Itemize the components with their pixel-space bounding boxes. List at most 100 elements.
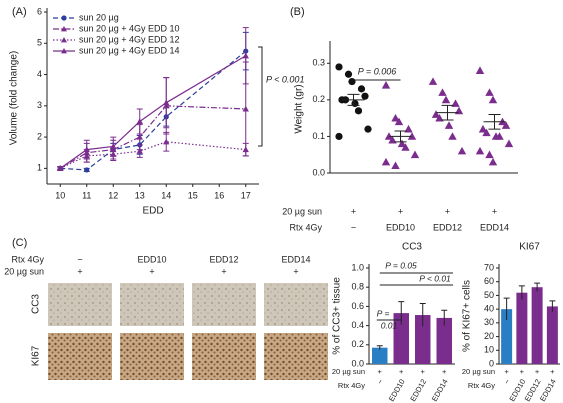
marker: [354, 107, 363, 115]
x-sub-label: +: [445, 206, 450, 216]
series-line: [59, 55, 247, 169]
x-tick-label: −: [502, 377, 512, 386]
marker: [495, 132, 504, 140]
marker: [501, 121, 511, 129]
marker: [344, 70, 353, 78]
micrograph: [192, 333, 256, 380]
marker: [488, 157, 498, 166]
legend-label: sun 20 µg + 4Gy EDD 14: [79, 45, 180, 55]
marker: [335, 132, 343, 141]
bar: [531, 287, 543, 364]
x-tick-label: EDD10: [386, 222, 415, 232]
marker: [136, 147, 143, 154]
marker: [485, 150, 494, 159]
y-tick-label: 1: [37, 163, 42, 173]
x-tick-label: EDD10: [387, 377, 407, 402]
y-tick-label: 0.8: [351, 282, 364, 292]
bar: [372, 347, 388, 364]
chart-title: CC3: [402, 242, 422, 253]
x-tick-label: EDD14: [430, 377, 450, 402]
sem-bar: [441, 104, 454, 121]
y-tick-label: 0.2: [312, 94, 325, 104]
x-tick-label: 10: [55, 190, 65, 200]
bar: [436, 317, 452, 364]
marker: [438, 88, 447, 96]
y-tick-label: 30: [484, 317, 494, 327]
bar: [415, 315, 431, 364]
marker: [394, 117, 404, 126]
x-sub-label: +: [351, 206, 356, 216]
column-label: EDD10: [137, 254, 166, 264]
column-sub-label: +: [221, 266, 226, 276]
y-tick-label: 6: [37, 6, 42, 16]
y-tick-label: 0: [489, 358, 494, 368]
marker: [504, 139, 514, 148]
row-label: 20 µg sun: [282, 206, 322, 216]
legend-label: sun 20 µg + 4Gy EDD 10: [79, 23, 180, 33]
error-bar: [549, 300, 556, 312]
legend-marker: [61, 15, 67, 21]
marker: [475, 146, 485, 155]
y-tick-label: 20: [484, 331, 494, 341]
marker: [448, 132, 457, 140]
y-tick-label: 0.0: [351, 358, 364, 368]
marker: [478, 124, 488, 133]
column-sub-label: +: [293, 266, 298, 276]
error-bar: [518, 285, 525, 300]
y-axis-label: Weight (gr): [294, 84, 305, 133]
marker: [485, 88, 494, 96]
marker: [83, 146, 90, 153]
y-axis-label: % of KI67+ cells: [462, 280, 473, 352]
x-tick-label: EDD12: [408, 377, 428, 402]
x-sub-label: +: [520, 367, 525, 376]
marker: [348, 77, 356, 86]
marker: [381, 81, 391, 89]
marker: [136, 118, 143, 125]
micrograph: [120, 333, 184, 380]
error-bar: [534, 282, 541, 292]
image-grid: [48, 283, 328, 380]
sem-bar: [394, 130, 407, 143]
x-tick-label: 13: [135, 190, 145, 200]
y-axis-label: Volume (fold change): [9, 51, 20, 146]
annotation: P < 0.001: [266, 74, 304, 84]
micrograph: [264, 283, 328, 326]
marker: [335, 63, 343, 71]
marker: [391, 113, 400, 122]
micrograph: [120, 283, 184, 326]
y-tick-label: 0.2: [351, 339, 364, 349]
x-tick-label: EDD14: [480, 222, 509, 232]
row-label: Rtx 4Gy: [11, 254, 44, 264]
y-tick-label: 10: [484, 345, 494, 355]
marker: [163, 99, 170, 106]
marker: [410, 150, 420, 159]
marker: [357, 85, 366, 93]
y-tick-label: 4: [37, 69, 42, 79]
marker: [364, 125, 372, 133]
x-tick-label: 12: [108, 190, 118, 200]
x-sub-label: +: [399, 367, 404, 376]
marker: [457, 146, 467, 155]
micrograph: [264, 333, 328, 380]
panel-label: (C): [12, 237, 27, 249]
row-label: 20 µg sun: [462, 367, 495, 376]
series-line: [59, 105, 246, 169]
marker: [397, 139, 407, 148]
marker: [242, 105, 249, 112]
micrograph: [192, 283, 256, 326]
row-label: 20 µg sun: [4, 266, 44, 276]
x-sub-label: +: [378, 367, 383, 376]
bracket: [258, 46, 263, 147]
marker: [351, 99, 359, 108]
marker: [110, 143, 117, 150]
y-tick-label: 0.1: [312, 131, 325, 141]
bar: [546, 306, 558, 364]
column-sub-label: +: [77, 266, 82, 276]
column-label: EDD14: [281, 254, 310, 264]
marker: [488, 95, 498, 104]
annotation: P = 0.006: [358, 66, 396, 76]
marker: [391, 161, 400, 170]
x-sub-label: +: [550, 367, 555, 376]
annotation: P < 0.01: [419, 273, 451, 283]
